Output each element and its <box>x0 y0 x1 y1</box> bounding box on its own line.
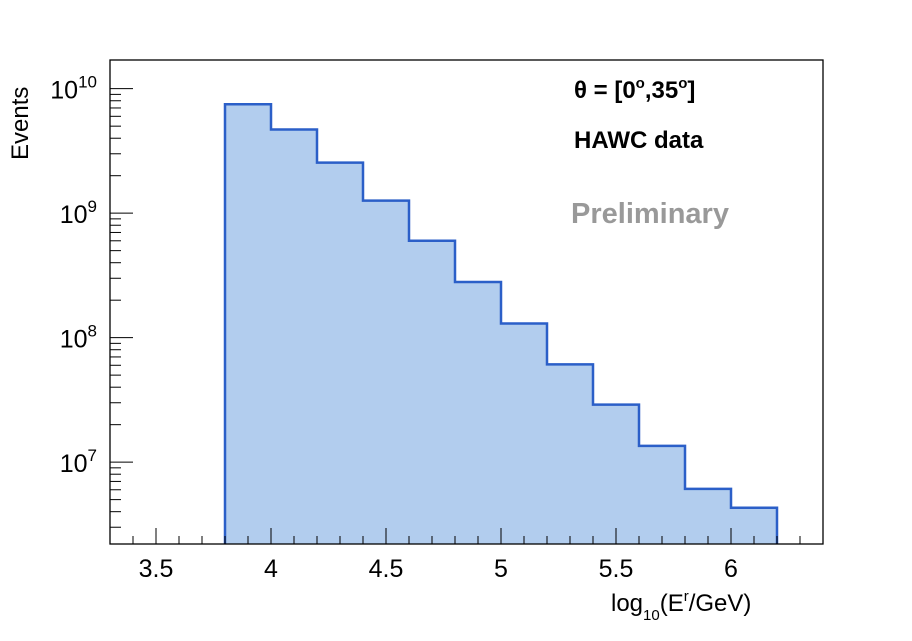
x-axis-title-open: (E <box>660 590 684 617</box>
theta-label: θ = [0 <box>574 77 636 104</box>
y-tick-base: 10 <box>60 201 88 229</box>
dataset-annotation: HAWC data <box>574 127 704 154</box>
histogram-bin <box>455 281 501 544</box>
histogram-bin <box>409 240 455 544</box>
histogram-bin <box>363 200 409 544</box>
histogram-bin <box>639 445 685 544</box>
histogram-bin <box>225 104 271 544</box>
y-tick-label: 108 <box>60 322 97 354</box>
theta-mid: ,35 <box>645 77 678 104</box>
y-tick-label: 107 <box>60 446 97 478</box>
x-tick-label: 4.5 <box>369 555 404 583</box>
plot-frame <box>109 59 824 545</box>
x-tick-label: 4 <box>264 555 278 583</box>
y-tick-exponent: 10 <box>78 73 97 92</box>
histogram-outline <box>223 102 779 544</box>
y-tick-exponent: 7 <box>88 446 97 465</box>
x-tick-label: 5.5 <box>599 555 634 583</box>
x-tick-label: 6 <box>724 555 738 583</box>
histogram-bars <box>223 102 779 544</box>
y-tick-exponent: 8 <box>88 322 97 341</box>
x-tick-label: 3.5 <box>139 555 174 583</box>
histogram-bin <box>685 488 731 544</box>
theta-range-annotation: θ = [0o,35o] <box>574 75 695 104</box>
theta-end: ] <box>687 77 695 104</box>
y-tick-label: 109 <box>60 197 97 229</box>
preliminary-annotation: Preliminary <box>571 198 729 230</box>
histogram-bin <box>501 323 547 544</box>
x-axis-title-sub: 10 <box>643 607 660 624</box>
x-axis-title-base: log <box>611 590 643 617</box>
histogram-bin <box>271 129 317 544</box>
theta-degree-2: o <box>678 75 687 92</box>
theta-degree-1: o <box>636 75 645 92</box>
histogram-bin <box>593 404 639 544</box>
y-tick-label: 1010 <box>50 73 97 105</box>
y-tick-base: 10 <box>60 450 88 478</box>
x-tick-label: 5 <box>494 555 508 583</box>
y-tick-base: 10 <box>50 77 78 105</box>
x-axis-title-sup: r <box>684 588 689 605</box>
y-tick-base: 10 <box>60 326 88 354</box>
x-axis-title: log10(Er/GeV) <box>611 588 751 624</box>
histogram-bin <box>547 364 593 544</box>
histogram-bin <box>317 162 363 544</box>
x-tick-labels: 3.5 4 4.5 5 5.5 6 <box>139 555 738 583</box>
x-axis-title-close: /GeV) <box>689 590 752 617</box>
y-tick-exponent: 9 <box>88 197 97 216</box>
axis-ticks <box>109 88 824 544</box>
y-axis-title: Events <box>7 87 34 160</box>
